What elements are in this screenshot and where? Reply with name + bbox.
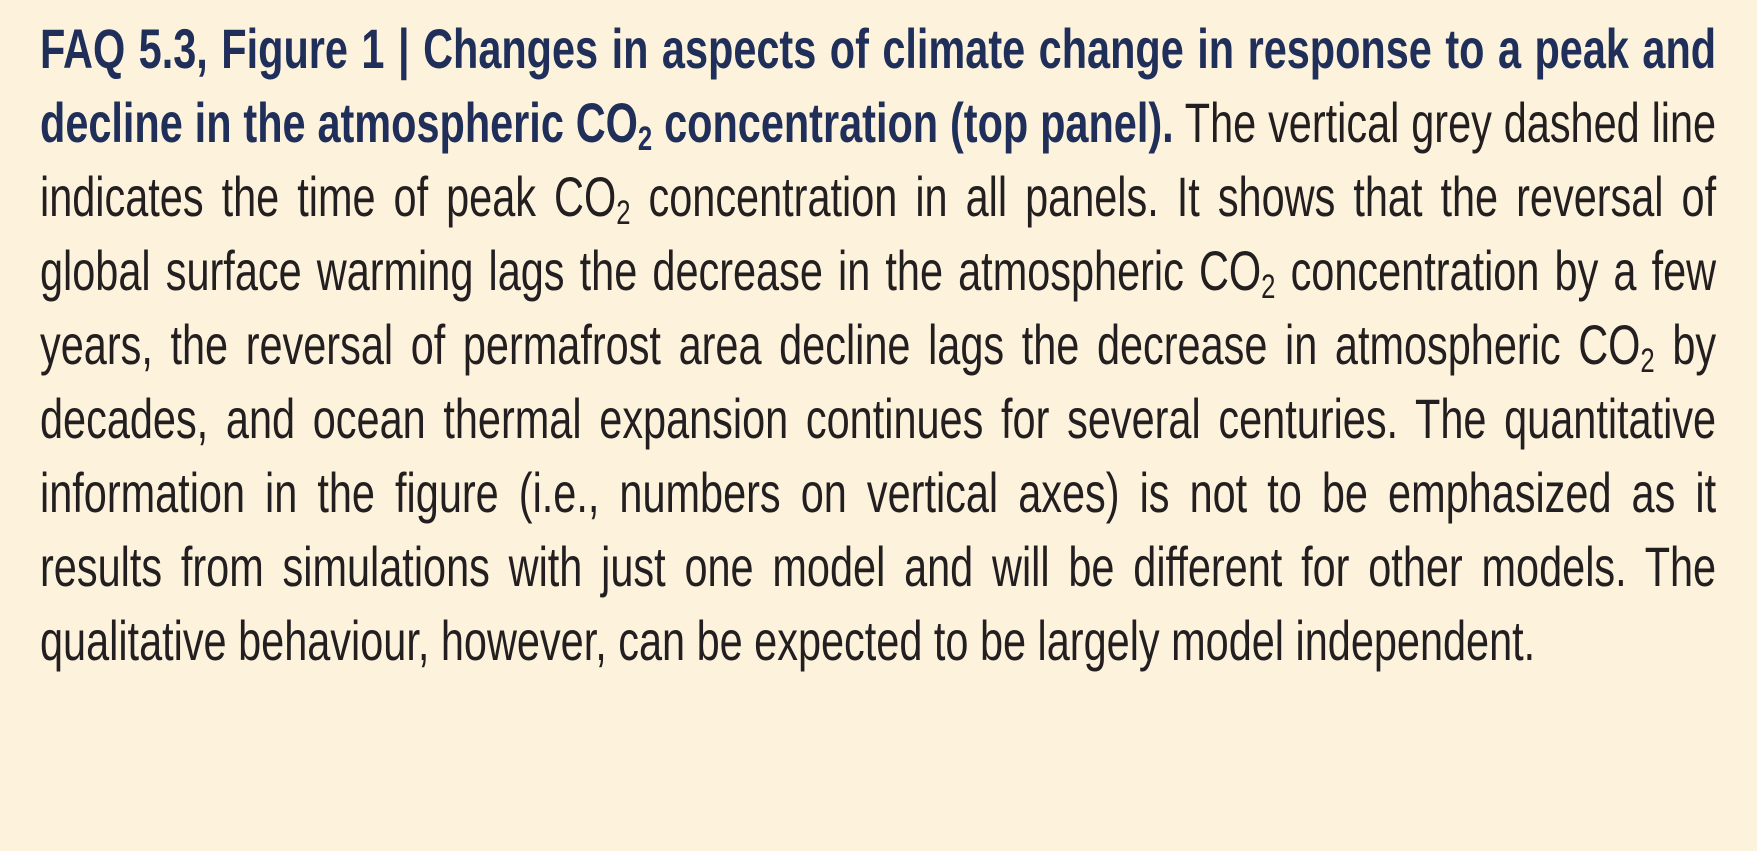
text-run: concentration in all panels. It shows th… [40,165,1717,302]
subscript: 2 [1261,267,1276,306]
subscript: 2 [637,119,653,158]
caption-body: The vertical grey dashed line indicates … [40,91,1716,672]
text-run: The vertical grey dashed line indicates … [40,91,1717,228]
caption-label: FAQ 5.3, Figure 1 | [40,17,410,80]
subscript: 2 [616,193,631,232]
text-run: concentration by a few years, the revers… [40,239,1717,376]
text-run: Changes in aspects of climate change in … [40,17,1717,154]
text-run: concentration (top panel). [652,91,1174,154]
subscript: 2 [1640,341,1655,380]
caption-heading: FAQ 5.3, Figure 1 | Changes in aspects o… [40,17,1717,156]
caption: FAQ 5.3, Figure 1 | Changes in aspects o… [40,12,1716,678]
caption-title: Changes in aspects of climate change in … [40,17,1717,156]
text-run: by decades, and ocean thermal expansion … [40,313,1717,672]
